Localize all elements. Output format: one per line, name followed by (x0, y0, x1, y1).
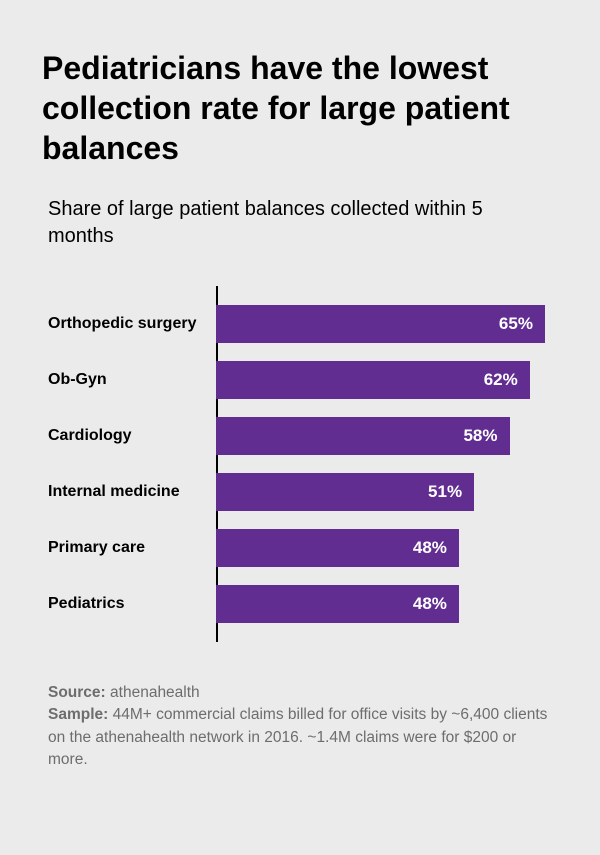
chart-row: Ob-Gyn 62% (48, 352, 558, 408)
bar-value: 51% (428, 482, 462, 502)
row-label: Internal medicine (48, 483, 216, 501)
row-label: Cardiology (48, 427, 216, 445)
collection-rate-chart: Orthopedic surgery 65% Ob-Gyn 62% Cardiology… (42, 286, 558, 642)
sample-text: 44M+ commercial claims billed for office… (48, 706, 547, 768)
chart-rows: Orthopedic surgery 65% Ob-Gyn 62% Cardiology… (48, 286, 558, 642)
bar: 51% (216, 473, 474, 511)
source-label: Source: (48, 684, 106, 701)
row-label: Orthopedic surgery (48, 315, 216, 333)
bar: 48% (216, 529, 459, 567)
chart-footer: Source: athenahealth Sample: 44M+ commer… (42, 682, 558, 772)
chart-row: Pediatrics 48% (48, 576, 558, 632)
source-text: athenahealth (110, 684, 200, 701)
bar-value: 48% (413, 594, 447, 614)
chart-row: Cardiology 58% (48, 408, 558, 464)
bar-area: 62% (216, 361, 550, 399)
sample-label: Sample: (48, 706, 108, 723)
bar-value: 62% (484, 370, 518, 390)
chart-row: Internal medicine 51% (48, 464, 558, 520)
row-label: Primary care (48, 539, 216, 557)
bar-area: 48% (216, 529, 550, 567)
bar-area: 58% (216, 417, 550, 455)
bar: 58% (216, 417, 510, 455)
bar-area: 65% (216, 305, 550, 343)
bar-value: 48% (413, 538, 447, 558)
bar-value: 58% (463, 426, 497, 446)
source-line: Source: athenahealth (48, 682, 548, 704)
chart-subtitle: Share of large patient balances collecte… (42, 196, 558, 250)
chart-row: Primary care 48% (48, 520, 558, 576)
chart-row: Orthopedic surgery 65% (48, 296, 558, 352)
sample-line: Sample: 44M+ commercial claims billed fo… (48, 704, 548, 771)
bar-area: 51% (216, 473, 550, 511)
chart-inner: Orthopedic surgery 65% Ob-Gyn 62% Cardiology… (48, 286, 558, 642)
bar: 62% (216, 361, 530, 399)
bar-area: 48% (216, 585, 550, 623)
bar-value: 65% (499, 314, 533, 334)
bar: 65% (216, 305, 545, 343)
row-label: Ob-Gyn (48, 371, 216, 389)
chart-title: Pediatricians have the lowest collection… (42, 48, 558, 168)
bar: 48% (216, 585, 459, 623)
row-label: Pediatrics (48, 595, 216, 613)
